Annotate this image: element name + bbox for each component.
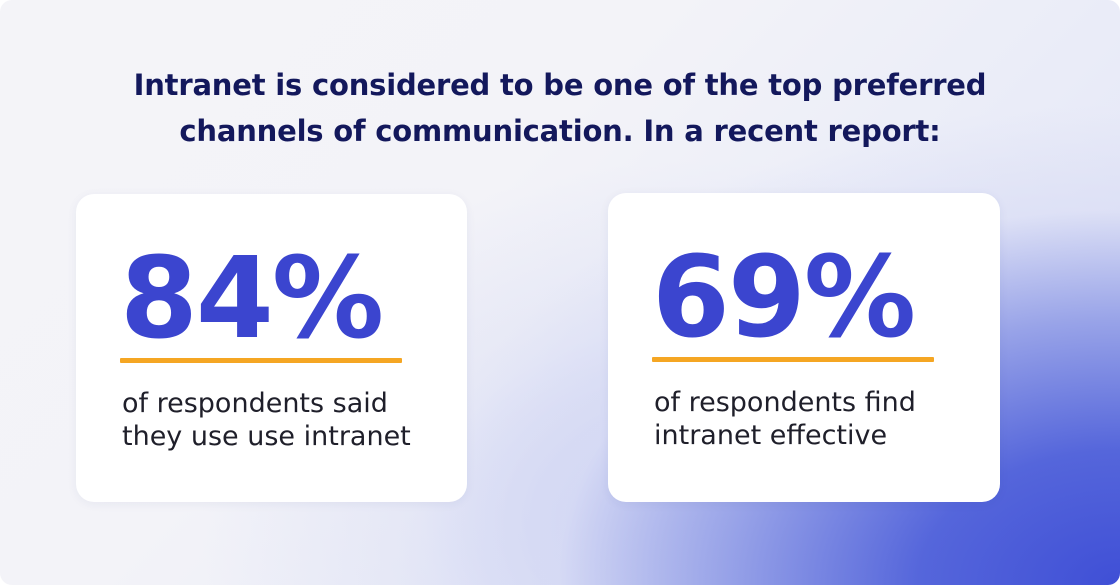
- stat-card-intranet-usage: 84% of respondents said they use use int…: [76, 194, 467, 502]
- stat-card-intranet-effective: 69% of respondents find intranet effecti…: [608, 193, 1000, 502]
- stat-description: of respondents said they use use intrane…: [122, 387, 452, 453]
- stat-underline: [652, 357, 934, 362]
- headline-line-1: Intranet is considered to be one of the …: [133, 68, 987, 102]
- stat-description-line-1: of respondents said: [122, 388, 388, 419]
- headline: Intranet is considered to be one of the …: [0, 62, 1120, 154]
- stat-description-line-1: of respondents find: [654, 387, 916, 418]
- stat-description: of respondents find intranet effective: [654, 386, 984, 452]
- stat-value: 84%: [120, 234, 384, 364]
- headline-line-2: channels of communication. In a recent r…: [179, 114, 941, 148]
- stat-underline: [120, 358, 402, 363]
- stat-value: 69%: [652, 233, 916, 363]
- stat-description-line-2: they use use intranet: [122, 421, 411, 452]
- stat-description-line-2: intranet effective: [654, 420, 888, 451]
